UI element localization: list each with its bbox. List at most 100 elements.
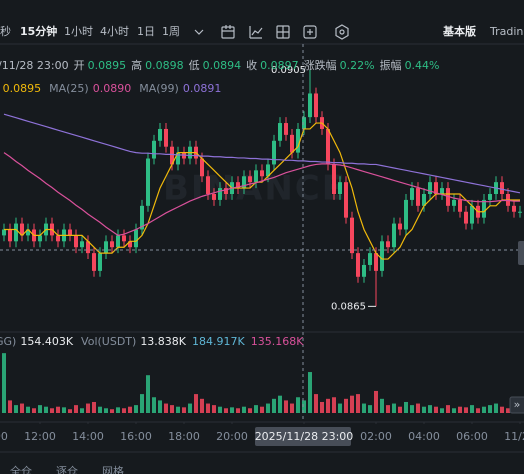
volume-bar xyxy=(500,406,504,413)
volume-bar xyxy=(452,408,456,413)
volume-bar xyxy=(320,401,324,413)
candle-body xyxy=(404,199,408,230)
volume-bar xyxy=(140,394,144,413)
candle-body xyxy=(308,93,312,118)
candle-body xyxy=(206,176,210,194)
volume-bar xyxy=(422,406,426,413)
candle-body xyxy=(278,123,282,141)
candle-body xyxy=(290,134,294,153)
volume-bar xyxy=(212,405,216,413)
ma-label: MA(99) xyxy=(139,82,179,95)
candle-body xyxy=(428,182,432,194)
candle-body xyxy=(512,205,516,212)
settings-icon[interactable] xyxy=(335,24,349,40)
interval-tab[interactable]: 秒 xyxy=(0,24,11,38)
plot-area: 0.0905 0.0865 xyxy=(2,65,522,424)
candle-body xyxy=(482,199,486,218)
volume-bar xyxy=(146,375,150,413)
volume-bar xyxy=(356,394,360,413)
volume-bar xyxy=(116,407,120,413)
candle-body xyxy=(362,264,366,277)
candle-body xyxy=(176,152,180,165)
volume-bar xyxy=(410,405,414,413)
time-cursor-label xyxy=(255,427,351,446)
volume-bar xyxy=(368,405,372,413)
volume-bar xyxy=(176,406,180,413)
chart-type-icon[interactable] xyxy=(249,26,263,39)
volume-bar xyxy=(104,408,108,413)
scroll-right-icon: » xyxy=(514,398,521,411)
candle-body xyxy=(170,146,174,165)
interval-tab[interactable]: 15分钟 xyxy=(20,24,57,38)
volume-bar xyxy=(86,403,90,413)
volume-bar xyxy=(242,406,246,413)
volume-bar xyxy=(92,401,96,413)
volume-bar xyxy=(200,398,204,413)
info-label: 低 xyxy=(189,59,200,72)
interval-tab[interactable]: 1小时 xyxy=(64,25,93,38)
interval-tab[interactable]: 1日 xyxy=(137,25,155,38)
x-tick-label: 12:00 xyxy=(24,430,56,443)
volume-bar xyxy=(260,406,264,413)
candle-body xyxy=(344,182,348,218)
volume-bar xyxy=(98,406,102,413)
info-label: 开 xyxy=(74,59,85,72)
volume-bar xyxy=(482,406,486,413)
volume-bar xyxy=(416,403,420,413)
info-label: 收 xyxy=(246,58,257,72)
mode-tab[interactable]: 基本版 xyxy=(442,24,476,38)
scroll-right-button[interactable] xyxy=(509,396,524,414)
tools-icon[interactable] xyxy=(303,25,317,39)
candle-body xyxy=(212,194,216,200)
candle-body xyxy=(386,241,390,248)
dropdown-icon[interactable] xyxy=(194,29,204,35)
volume-bar xyxy=(440,408,444,413)
volume-bar xyxy=(248,408,252,413)
candle-body xyxy=(242,176,246,189)
info-value: 0.0897 xyxy=(260,59,299,72)
vol-label: Vol(USDT) xyxy=(81,335,136,348)
bottom-tab[interactable]: 全仓 xyxy=(10,464,32,474)
info-value: 0.0895 xyxy=(88,59,127,72)
volume-bar xyxy=(284,400,288,413)
moving-average-line xyxy=(4,122,520,260)
volume-bar xyxy=(314,394,318,413)
x-tick-label: 18:00 xyxy=(168,430,200,443)
toolbar-icons xyxy=(194,24,349,40)
volume-bar xyxy=(110,409,114,413)
candle-body xyxy=(356,253,360,277)
bottom-tab[interactable]: 逐仓 xyxy=(56,464,78,474)
candle-body xyxy=(452,199,456,206)
volume-bar xyxy=(14,405,18,413)
volume-bar xyxy=(44,406,48,413)
x-tick-label: 2025/11/28 23:00 xyxy=(255,430,354,443)
candle-body xyxy=(80,241,84,248)
candle-body xyxy=(158,128,162,141)
trading-view-tab[interactable]: Trading xyxy=(489,25,524,38)
candle-body xyxy=(86,241,90,254)
candle-body xyxy=(338,182,342,194)
candle-body xyxy=(218,188,222,200)
interval-tab[interactable]: 4小时 xyxy=(100,25,129,38)
low-price-label: 0.0865 xyxy=(331,301,366,312)
interval-tab[interactable]: 1周 xyxy=(162,25,180,38)
ma-label: MA(25) xyxy=(49,82,89,95)
volume-bar xyxy=(8,400,12,413)
x-tick-label: 04:00 xyxy=(408,430,440,443)
volume-bar xyxy=(56,406,60,413)
volume-bar xyxy=(428,405,432,413)
vol-ma-value: 184.917K xyxy=(192,335,245,348)
candle-body xyxy=(26,229,30,236)
indicator-icon[interactable] xyxy=(221,26,235,39)
x-tick-label: 16:00 xyxy=(120,430,152,443)
x-tick-label: 06:00 xyxy=(456,430,488,443)
x-tick-label: 20:00 xyxy=(216,430,248,443)
volume-bar xyxy=(62,407,66,413)
candle-body xyxy=(314,93,318,118)
volume-bar xyxy=(32,408,36,413)
candle-body xyxy=(332,164,336,194)
volume-bar xyxy=(224,408,228,413)
candle-body xyxy=(152,140,156,159)
volume-bar xyxy=(152,397,156,413)
bottom-tab[interactable]: 网格 xyxy=(102,464,124,474)
